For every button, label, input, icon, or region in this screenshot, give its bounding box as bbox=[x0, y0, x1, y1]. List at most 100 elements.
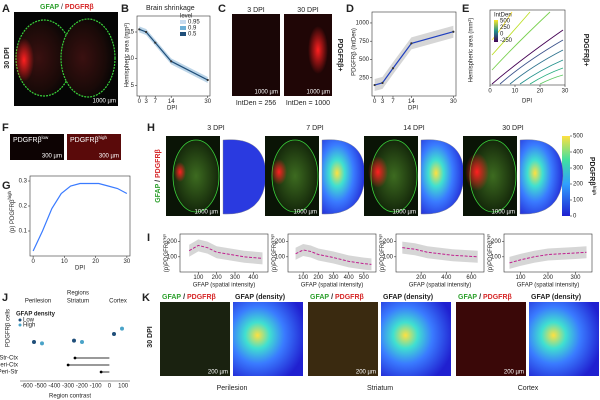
x-tick-label: 7 bbox=[154, 99, 158, 105]
intden-label: IntDen = 256 bbox=[236, 100, 276, 107]
x-tick-label: 400 bbox=[344, 275, 355, 281]
panel-letter: J bbox=[2, 292, 8, 304]
legend-label: Low bbox=[23, 318, 35, 324]
x-tick-label: 20 bbox=[537, 89, 544, 95]
panel-letter: C bbox=[218, 3, 226, 15]
x-label: DPI bbox=[522, 99, 532, 105]
point bbox=[373, 83, 376, 87]
point bbox=[206, 78, 209, 82]
region-label: Cortex bbox=[518, 385, 539, 392]
stain-label: GFAP / PDGFRβ bbox=[458, 294, 513, 301]
scale-bar: 300 µm bbox=[42, 154, 62, 160]
x-label: GFAP (spatial intensity) bbox=[517, 283, 580, 289]
x-tick-label: -400 bbox=[48, 384, 61, 390]
marker-label: PDGFRβ+ bbox=[336, 39, 343, 72]
micrograph bbox=[160, 302, 230, 376]
legend-label: 0.95 bbox=[188, 20, 200, 26]
legend-swatch bbox=[180, 20, 186, 24]
y-label: PDGFRβ cells bbox=[6, 309, 12, 347]
stain-label: GFAP / PDGFRβ bbox=[40, 4, 94, 11]
legend-title: IntDen bbox=[494, 13, 512, 19]
x-label: DPI bbox=[75, 266, 85, 272]
x-tick-label: 0 bbox=[31, 259, 35, 265]
colorbar-label: 100 bbox=[573, 198, 584, 204]
y-label-main: (p)PDGFRβ bbox=[488, 240, 494, 272]
x-tick-label: 10 bbox=[61, 259, 68, 265]
x-tick-label: 200 bbox=[416, 275, 427, 281]
x-tick-label: 100 bbox=[118, 384, 129, 390]
line bbox=[402, 247, 478, 258]
marker-label: PDGFRβhigh bbox=[588, 157, 597, 196]
legend-label: High bbox=[23, 323, 35, 329]
y-tick-label: 200 bbox=[383, 239, 394, 245]
y-label: (p)PDGFRβhigh bbox=[378, 234, 385, 272]
y-tick-label: 10 bbox=[127, 56, 134, 62]
micrograph bbox=[456, 302, 526, 376]
legend-title: level bbox=[180, 14, 192, 20]
point bbox=[452, 30, 455, 33]
y-tick-label: 15 bbox=[127, 30, 134, 36]
ci-band bbox=[139, 26, 208, 83]
heatmap bbox=[519, 139, 564, 215]
scale-bar: 1000 µm bbox=[294, 210, 317, 216]
stain-sep: / bbox=[479, 294, 481, 301]
legend-label: 0.9 bbox=[188, 26, 197, 32]
micrograph bbox=[308, 302, 378, 376]
line bbox=[32, 182, 128, 252]
legend-label: 500 bbox=[500, 19, 511, 25]
time-label: 7 DPI bbox=[306, 125, 324, 132]
colorbar-label: 0 bbox=[573, 214, 577, 220]
panel-letter: I bbox=[147, 232, 150, 244]
x-tick-label: 500 bbox=[359, 275, 370, 281]
x-tick-label: 30 bbox=[204, 99, 211, 105]
ci-band bbox=[374, 25, 454, 92]
y-tick-label: 1000 bbox=[356, 21, 370, 27]
stain-gfap: GFAP bbox=[162, 294, 181, 301]
point bbox=[112, 332, 116, 336]
point bbox=[40, 341, 44, 346]
x-tick-label: 300 bbox=[230, 275, 241, 281]
y-tick-label: 100 bbox=[491, 254, 502, 260]
legend-swatch bbox=[18, 323, 22, 327]
lesion bbox=[174, 162, 186, 182]
legend-swatch bbox=[18, 318, 22, 322]
y-tick-label: 750 bbox=[359, 39, 370, 45]
stain-label: GFAP / PDGFRβ bbox=[162, 294, 217, 301]
stain-sep: / bbox=[183, 294, 185, 301]
y-tick-label: 250 bbox=[359, 75, 370, 81]
y-tick-label: 100 bbox=[383, 254, 394, 260]
plot-area bbox=[136, 15, 211, 97]
panel-letter: H bbox=[147, 122, 155, 134]
x-tick-label: 300 bbox=[570, 275, 581, 281]
y-label-sup: high bbox=[378, 234, 382, 241]
x-label: GFAP (spatial intensity) bbox=[193, 283, 256, 289]
y-tick-label: 500 bbox=[359, 57, 370, 63]
y-label: (p)PDGFRβhigh bbox=[486, 234, 493, 272]
ci-band bbox=[295, 243, 372, 271]
y-tick-label: 0.3 bbox=[19, 179, 28, 185]
y-label: PDGFRβ (IntDen) bbox=[352, 28, 358, 76]
x-label: Region contrast bbox=[49, 394, 91, 400]
x-tick-label: 0 bbox=[138, 99, 142, 105]
x-tick-label: 3 bbox=[381, 99, 385, 105]
x-tick-label: -200 bbox=[76, 384, 89, 390]
y-label-main: (p)PDGFRβ bbox=[272, 240, 278, 272]
stain-gfap: GFAP bbox=[458, 294, 477, 301]
panel-title: Brain shrinkage bbox=[146, 5, 195, 12]
estimate bbox=[73, 356, 77, 360]
x-label: DPI bbox=[167, 106, 177, 112]
lesion bbox=[271, 159, 287, 185]
x-tick-label: 300 bbox=[329, 275, 340, 281]
x-tick-label: 100 bbox=[515, 275, 526, 281]
line bbox=[295, 249, 372, 265]
scale-bar: 1000 µm bbox=[195, 210, 218, 216]
y-label: (p)PDGFRβhigh bbox=[270, 234, 277, 272]
high-label: PDGFRβhigh bbox=[70, 135, 108, 144]
x-tick-label: 20 bbox=[92, 259, 99, 265]
ci-band bbox=[402, 241, 478, 263]
y-label: (p) PDGFRβhigh bbox=[7, 191, 15, 233]
density-label: GFAP (density) bbox=[531, 294, 581, 301]
colorbar-label: 300 bbox=[573, 166, 584, 172]
scale-bar: 200 µm bbox=[208, 370, 228, 376]
